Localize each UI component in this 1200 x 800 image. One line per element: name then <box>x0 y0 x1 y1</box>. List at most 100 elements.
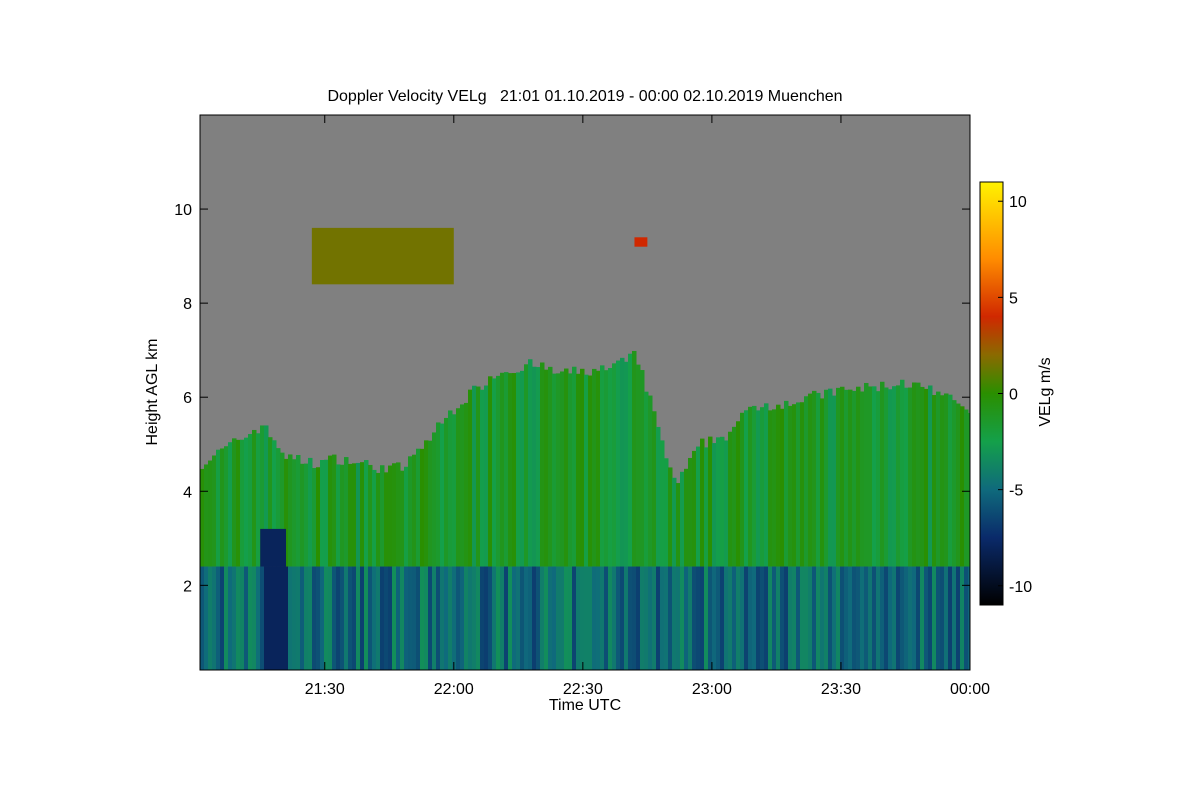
cell-lower <box>936 566 941 670</box>
cell-upper <box>444 417 449 567</box>
cell-upper <box>932 395 937 567</box>
cell-upper <box>672 477 677 567</box>
cell-upper <box>404 466 409 567</box>
cell-upper <box>308 457 313 567</box>
cell-lower <box>772 566 777 670</box>
cell-lower <box>820 566 825 670</box>
cell-upper <box>768 410 773 567</box>
cell-upper <box>424 440 429 567</box>
cell-upper <box>540 362 545 567</box>
cell-upper <box>936 391 941 567</box>
cell-lower <box>204 566 209 670</box>
cell-upper <box>920 386 925 567</box>
cell-upper <box>460 404 465 567</box>
cell-lower <box>256 566 261 670</box>
cell-upper <box>312 467 317 567</box>
cell-upper <box>612 363 617 567</box>
cell-upper <box>744 410 749 567</box>
colorbar-tick-label: 0 <box>1009 387 1018 404</box>
cell-lower <box>836 566 841 670</box>
cell-upper <box>508 373 513 567</box>
cell-upper <box>284 458 289 567</box>
cell-upper <box>484 385 489 567</box>
cell-upper <box>580 368 585 567</box>
cell-lower <box>688 566 693 670</box>
cell-lower <box>208 566 213 670</box>
cell-upper <box>820 398 825 567</box>
cell-upper <box>496 375 501 567</box>
cell-upper <box>908 387 913 567</box>
cell-upper <box>608 367 613 567</box>
cell-lower <box>620 566 625 670</box>
velocity-patch-1 <box>634 237 648 247</box>
cell-lower <box>324 566 329 670</box>
cell-lower <box>384 566 389 670</box>
cell-lower <box>336 566 341 670</box>
cell-lower <box>744 566 749 670</box>
cell-upper <box>628 353 633 567</box>
cell-lower <box>664 566 669 670</box>
cell-upper <box>752 405 757 567</box>
cell-upper <box>548 366 553 567</box>
cell-lower <box>920 566 925 670</box>
cell-upper <box>428 440 433 567</box>
cell-upper <box>276 448 281 567</box>
cell-lower <box>672 566 677 670</box>
cell-upper <box>456 408 461 567</box>
cell-upper <box>708 436 713 567</box>
cell-lower <box>220 566 225 670</box>
cell-upper <box>864 382 869 567</box>
cell-lower <box>472 566 477 670</box>
cell-lower <box>560 566 565 670</box>
colorbar-tick-label: -5 <box>1009 483 1023 500</box>
cell-upper <box>724 440 729 567</box>
cell-lower <box>968 566 970 670</box>
cell-lower <box>544 566 549 670</box>
cell-lower <box>764 566 769 670</box>
cell-upper <box>480 389 485 567</box>
cell-lower <box>948 566 953 670</box>
cell-lower <box>728 566 733 670</box>
cell-upper <box>492 378 497 567</box>
cell-lower <box>916 566 921 670</box>
cell-upper <box>764 403 769 567</box>
cell-lower <box>848 566 853 670</box>
cell-lower <box>708 566 713 670</box>
cell-upper <box>832 395 837 567</box>
cell-lower <box>840 566 845 670</box>
cell-lower <box>856 566 861 670</box>
cell-lower <box>556 566 561 670</box>
cell-lower <box>448 566 453 670</box>
cell-upper <box>528 359 533 567</box>
cell-lower <box>524 566 529 670</box>
cell-lower <box>828 566 833 670</box>
cell-lower <box>200 566 205 670</box>
cell-lower <box>568 566 573 670</box>
cell-lower <box>776 566 781 670</box>
cell-upper <box>912 382 917 567</box>
cell-upper <box>892 386 897 567</box>
cell-lower <box>912 566 917 670</box>
cell-upper <box>252 429 257 567</box>
cell-upper <box>388 465 393 567</box>
cell-lower <box>504 566 509 670</box>
cell-upper <box>488 376 493 567</box>
cell-upper <box>748 406 753 567</box>
cell-lower <box>644 566 649 670</box>
cell-upper <box>588 375 593 567</box>
cell-lower <box>300 566 305 670</box>
x-tick-label: 22:00 <box>434 681 474 698</box>
cell-upper <box>432 432 437 567</box>
cell-upper <box>692 450 697 567</box>
cell-upper <box>788 405 793 567</box>
cell-upper <box>352 463 357 567</box>
cell-lower <box>804 566 809 670</box>
cell-lower <box>952 566 957 670</box>
cell-upper <box>592 368 597 567</box>
cell-upper <box>916 382 921 567</box>
cell-lower <box>876 566 881 670</box>
cell-lower <box>536 566 541 670</box>
cell-upper <box>408 456 413 567</box>
cell-lower <box>812 566 817 670</box>
